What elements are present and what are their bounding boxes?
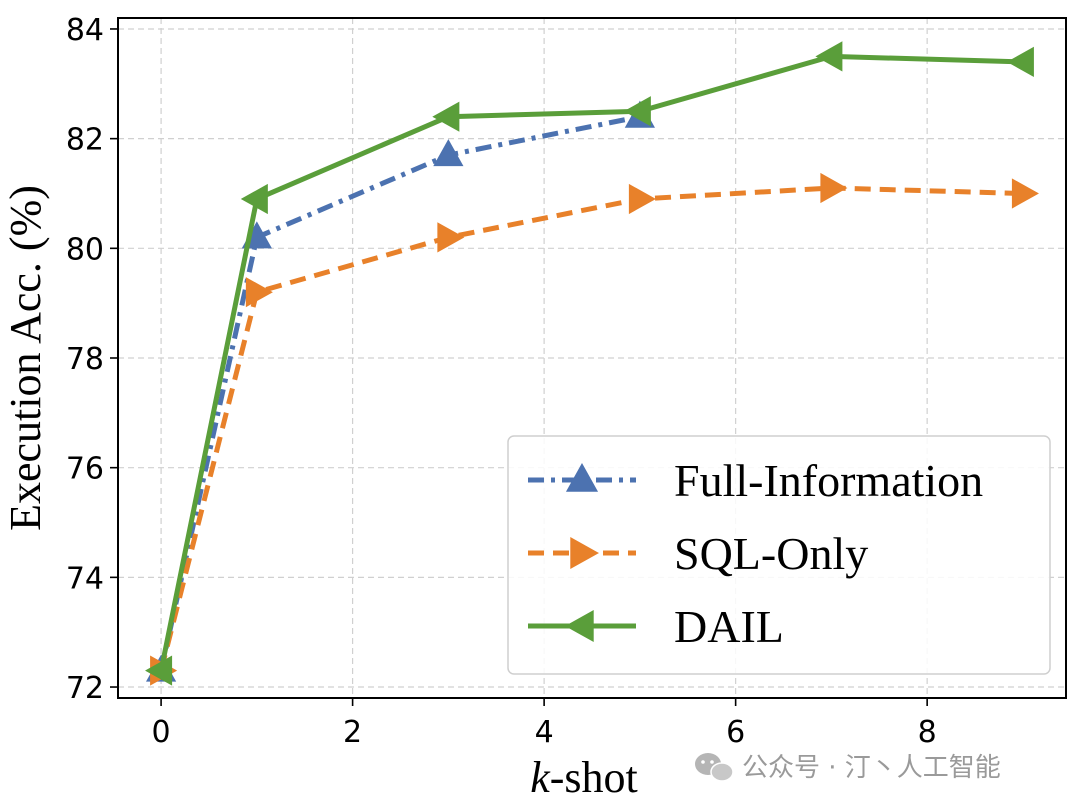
data-point-marker	[628, 183, 656, 215]
legend-item: Full-Information	[528, 455, 983, 506]
x-axis-label: k-shot	[530, 753, 638, 802]
legend-item: SQL-Only	[528, 528, 868, 579]
data-point-marker	[145, 655, 173, 686]
data-point-marker	[245, 277, 273, 308]
data-point-marker	[1006, 46, 1034, 77]
series-line	[158, 53, 1023, 672]
legend-marker	[564, 609, 594, 643]
y-tick-label: 80	[66, 232, 104, 267]
series-line	[158, 185, 1023, 672]
wechat-icon	[695, 753, 734, 782]
x-tick-label: 6	[726, 715, 745, 750]
data-point-marker	[432, 101, 460, 132]
legend: Full-Information SQL-Only DAIL	[507, 435, 1051, 675]
y-tick-label: 72	[66, 671, 104, 706]
data-point-marker	[1011, 178, 1039, 209]
legend-marker	[565, 462, 599, 492]
x-tick-label: 8	[918, 715, 937, 750]
data-point-marker	[433, 139, 464, 167]
y-tick-label: 76	[66, 452, 104, 487]
watermark-text: 公众号 · 汀丶人工智能	[742, 753, 1001, 783]
legend-box	[507, 435, 1051, 675]
y-tick-label: 74	[66, 561, 104, 596]
y-axis-label: Execution Acc. (%)	[1, 185, 50, 531]
y-tick-label: 78	[66, 342, 104, 377]
x-tick-label: 2	[343, 715, 362, 750]
x-tick-label: 4	[535, 715, 554, 750]
x-axis-label-italic: k	[530, 753, 551, 802]
axis-ticks: 0 2 4 6 8 72 74 76 78 80 82 84	[66, 13, 937, 750]
legend-label: DAIL	[674, 601, 784, 652]
y-tick-label: 84	[66, 13, 104, 48]
series-line	[158, 114, 641, 672]
legend-item: DAIL	[528, 601, 784, 652]
series-2	[145, 41, 1034, 686]
watermark: 公众号 · 汀丶人工智能	[695, 753, 1001, 783]
x-tick-label: 0	[152, 715, 171, 750]
x-axis-label-rest: -shot	[550, 753, 638, 802]
data-point-marker	[820, 172, 848, 204]
data-point-marker	[437, 222, 465, 253]
data-point-marker	[240, 183, 268, 215]
data-point-marker	[623, 96, 651, 127]
series-layer	[145, 41, 1039, 686]
series-1	[150, 172, 1039, 686]
legend-label: Full-Information	[674, 455, 983, 506]
legend-marker	[570, 536, 600, 570]
legend-label: SQL-Only	[674, 528, 868, 579]
data-point-marker	[815, 41, 843, 72]
y-tick-label: 82	[66, 123, 104, 158]
